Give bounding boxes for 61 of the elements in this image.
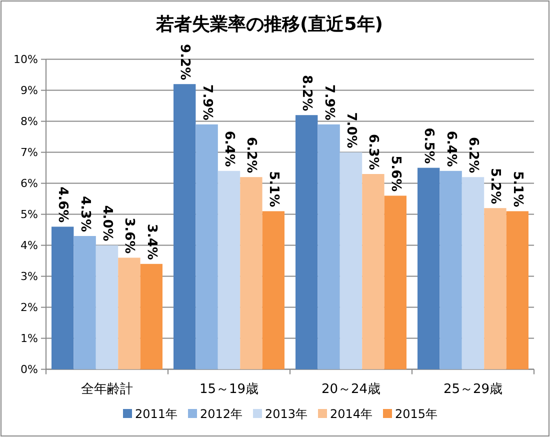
data-label: 5.1% [266,171,281,208]
bar [340,152,362,370]
bar [362,174,384,370]
data-label: 6.4% [222,130,236,167]
bar [118,258,140,370]
bar [384,196,406,370]
data-label: 7.9% [321,84,336,120]
bar [240,177,262,370]
y-tick-label: 2% [20,300,38,314]
data-label: 3.4% [144,224,159,260]
x-tick-label: 15～19歳 [199,382,259,397]
legend-label: 2011年 [135,407,178,421]
data-label: 9.2% [177,44,192,80]
bar [418,168,440,370]
x-tick-label: 25～29歳 [443,382,503,397]
data-label: 4.3% [77,196,92,232]
y-tick-label: 9% [20,84,38,97]
y-tick-label: 8% [20,114,38,128]
bar [318,124,340,370]
y-tick-label: 3% [20,270,38,283]
y-tick-label: 4% [20,238,38,252]
bar [296,115,318,370]
legend-label: 2012年 [200,407,243,421]
bar [484,208,506,370]
bar [174,84,196,370]
x-tick-label: 20～24歳 [321,382,381,397]
bar [196,124,218,370]
chart-title: 若者失業率の推移(直近5年) [155,14,383,35]
y-tick-label: 5% [20,208,38,221]
data-label: 7.0% [344,112,358,148]
y-tick-label: 1% [20,332,38,345]
data-label: 7.9% [199,84,214,120]
data-label: 4.6% [55,186,70,223]
x-tick-label: 全年齢計 [81,382,133,397]
legend-label: 2015年 [395,407,438,421]
data-label: 3.6% [122,218,137,254]
legend-label: 2014年 [330,407,373,421]
y-tick-label: 6% [20,176,38,190]
y-tick-label: 7% [20,146,38,159]
data-label: 6.4% [443,130,458,167]
data-label: 6.2% [244,137,259,174]
data-label: 4.0% [100,205,114,242]
bar [462,177,484,370]
data-label: 6.3% [366,134,381,170]
legend-label: 2013年 [265,407,308,421]
data-label: 5.1% [510,171,525,208]
bar [440,170,462,370]
data-label: 6.5% [421,128,436,164]
y-tick-label: 10% [14,52,38,66]
bar [140,264,162,370]
data-label: 8.2% [299,75,314,112]
bar [96,245,118,370]
y-tick-label: 0% [20,362,38,376]
data-label: 6.2% [466,137,480,174]
bar [218,170,240,370]
bar [262,211,284,370]
data-label: 5.2% [488,168,503,204]
bar [506,211,528,370]
bar [52,226,74,370]
bar [74,236,96,370]
data-label: 5.6% [388,156,403,192]
